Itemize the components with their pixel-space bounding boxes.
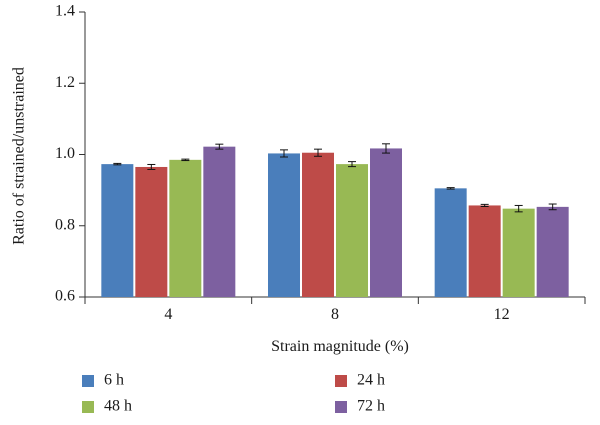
bar (135, 166, 168, 297)
bar (169, 159, 202, 297)
legend-label: 24 h (357, 372, 385, 389)
bar (302, 152, 334, 297)
legend-label: 72 h (357, 398, 385, 415)
bar (101, 164, 134, 297)
bar (536, 206, 569, 297)
y-tick-label: 1.2 (55, 74, 75, 91)
legend-swatch (82, 375, 94, 387)
legend-swatch (335, 375, 347, 387)
y-tick-label: 1.0 (55, 145, 75, 162)
bar (434, 188, 467, 297)
legend-swatch (335, 401, 347, 413)
plot-area: 0.6 0.8 1.0 1.2 1.4 4 8 12 (55, 3, 586, 323)
bar (268, 153, 300, 297)
y-tick-label: 1.4 (55, 3, 75, 20)
x-tick-label: 12 (494, 306, 510, 323)
bar (336, 164, 368, 297)
legend-swatch (82, 401, 94, 413)
x-axis-title: Strain magnitude (%) (271, 338, 409, 355)
x-tick-label: 8 (331, 306, 339, 323)
legend-label: 6 h (104, 372, 124, 389)
y-axis-title: Ratio of strained/unstrained (11, 67, 28, 245)
y-tick-label: 0.6 (55, 288, 75, 305)
x-tick-label: 4 (164, 306, 172, 323)
bar (502, 208, 535, 297)
bar (370, 148, 402, 297)
bar (203, 146, 236, 297)
y-tick-label: 0.8 (55, 216, 75, 233)
bar (468, 205, 501, 297)
legend: 6 h 48 h 24 h 72 h (82, 372, 385, 415)
legend-label: 48 h (104, 398, 132, 415)
